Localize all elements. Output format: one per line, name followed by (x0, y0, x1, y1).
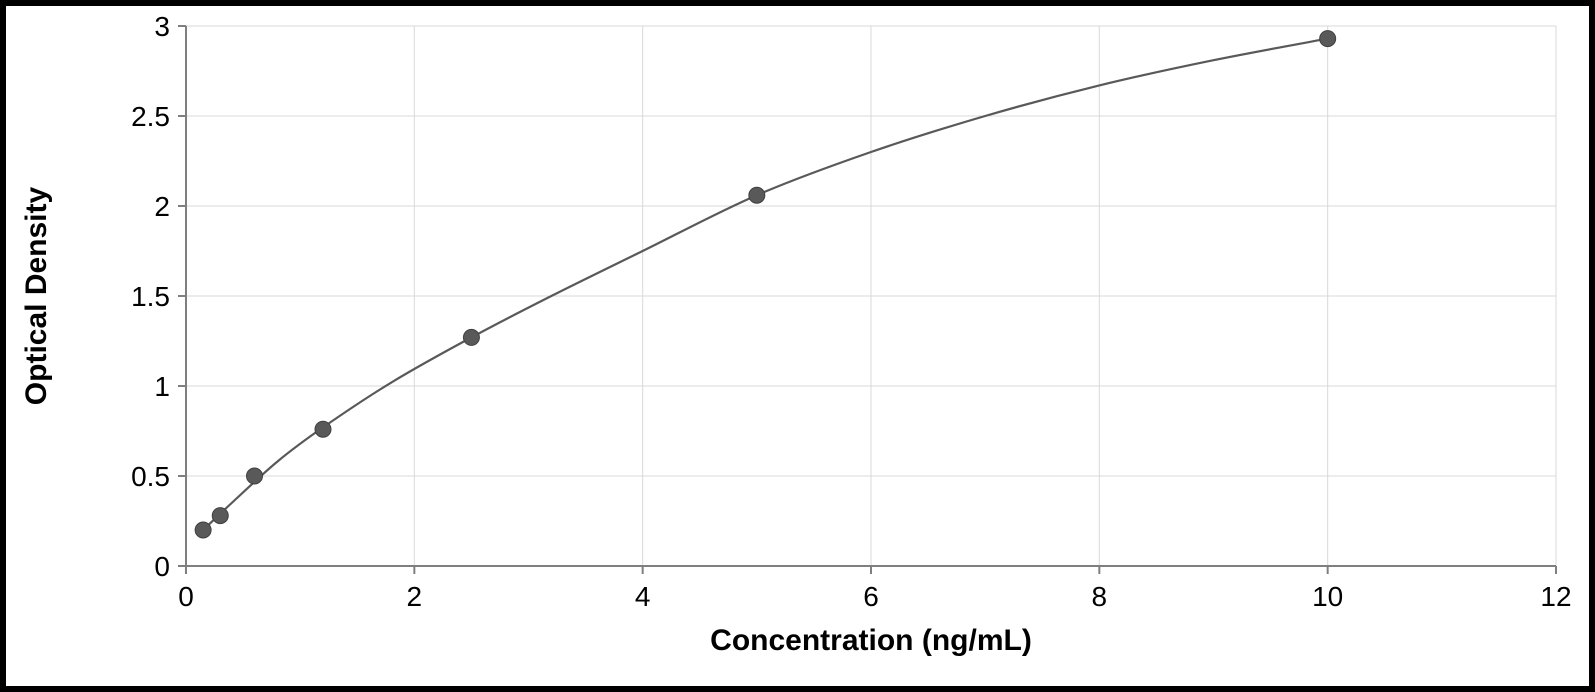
y-tick-label: 3 (154, 11, 170, 42)
y-tick-label: 1.5 (131, 281, 170, 312)
y-tick-label: 0.5 (131, 461, 170, 492)
chart-frame: 0 2 4 6 8 10 12 0 0.5 1 1.5 2 2.5 3 Concentration (ng/… (0, 0, 1595, 692)
x-tick-label: 6 (863, 581, 879, 612)
x-axis-label: Concentration (ng/mL) (710, 624, 1032, 657)
plot-background (6, 6, 1589, 686)
data-point (463, 329, 479, 345)
x-tick-label: 8 (1092, 581, 1108, 612)
data-point (749, 187, 765, 203)
x-tick-label: 12 (1540, 581, 1571, 612)
y-tick-label: 0 (154, 551, 170, 582)
y-axis-label: Optical Density (20, 186, 53, 405)
data-point (1320, 31, 1336, 47)
x-tick-label: 10 (1312, 581, 1343, 612)
chart-svg: 0 2 4 6 8 10 12 0 0.5 1 1.5 2 2.5 3 Concentration (ng/… (6, 6, 1589, 686)
x-tick-label: 2 (407, 581, 423, 612)
data-point (195, 522, 211, 538)
data-point (315, 421, 331, 437)
data-point (247, 468, 263, 484)
y-tick-label: 2 (154, 191, 170, 222)
x-tick-label: 0 (178, 581, 194, 612)
x-tick-label: 4 (635, 581, 651, 612)
data-point (212, 508, 228, 524)
y-tick-label: 1 (154, 371, 170, 402)
y-tick-label: 2.5 (131, 101, 170, 132)
